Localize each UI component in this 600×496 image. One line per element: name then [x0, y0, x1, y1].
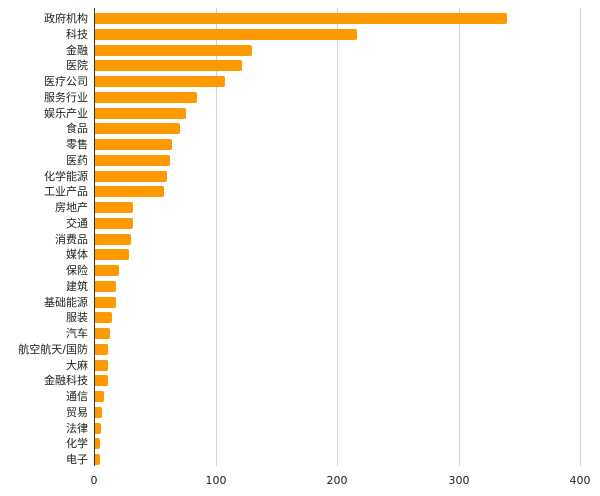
category-label: 建筑: [66, 280, 88, 293]
category-label: 航空航天/国防: [18, 343, 88, 356]
category-label: 医疗公司: [44, 75, 88, 88]
category-label: 服装: [66, 311, 88, 324]
bar: [95, 391, 104, 402]
x-tick-label: 200: [326, 474, 348, 487]
category-label: 电子: [66, 453, 88, 466]
gridline: [580, 8, 581, 466]
bar: [95, 186, 164, 197]
bar: [95, 297, 116, 308]
bar: [95, 92, 197, 103]
category-label: 媒体: [66, 248, 88, 261]
category-label: 贸易: [66, 406, 88, 419]
bar: [95, 423, 101, 434]
category-label: 娱乐产业: [44, 107, 88, 120]
x-tick-label: 100: [205, 474, 227, 487]
category-label: 法律: [66, 422, 88, 435]
bar: [95, 281, 116, 292]
x-tick-label: 300: [448, 474, 470, 487]
bar: [95, 407, 102, 418]
bar: [95, 139, 172, 150]
category-label: 金融科技: [44, 374, 88, 387]
category-label: 通信: [66, 390, 88, 403]
bar: [95, 312, 112, 323]
bar: [95, 375, 108, 386]
category-label: 医院: [66, 59, 88, 72]
bar: [95, 60, 242, 71]
bar: [95, 360, 108, 371]
bar: [95, 265, 119, 276]
category-label: 化学能源: [44, 170, 88, 183]
gridline: [459, 8, 460, 466]
category-label: 食品: [66, 122, 88, 135]
x-tick-label: 400: [569, 474, 591, 487]
bar: [95, 249, 129, 260]
bar: [95, 155, 170, 166]
gridline: [216, 8, 217, 466]
category-label: 医药: [66, 154, 88, 167]
category-label: 化学: [66, 437, 88, 450]
y-axis-line: [94, 8, 95, 466]
bar: [95, 45, 252, 56]
bar: [95, 123, 180, 134]
bar: [95, 438, 100, 449]
category-label: 交通: [66, 217, 88, 230]
bar: [95, 76, 225, 87]
category-label: 金融: [66, 44, 88, 57]
x-tick-label: 0: [90, 474, 98, 487]
category-label: 大麻: [66, 359, 88, 372]
bar: [95, 328, 110, 339]
category-label: 服务行业: [44, 91, 88, 104]
bar: [95, 234, 131, 245]
bar: [95, 13, 507, 24]
bar: [95, 29, 357, 40]
gridline: [337, 8, 338, 466]
category-label: 政府机构: [44, 12, 88, 25]
category-label: 消费品: [55, 233, 88, 246]
category-label: 基础能源: [44, 296, 88, 309]
category-label: 科技: [66, 28, 88, 41]
bar: [95, 171, 167, 182]
bar: [95, 344, 108, 355]
category-label: 房地产: [55, 201, 88, 214]
category-label: 工业产品: [44, 185, 88, 198]
category-label: 保险: [66, 264, 88, 277]
category-label: 零售: [66, 138, 88, 151]
bar: [95, 108, 186, 119]
bar: [95, 454, 100, 465]
bar: [95, 218, 133, 229]
bar: [95, 202, 133, 213]
category-label: 汽车: [66, 327, 88, 340]
